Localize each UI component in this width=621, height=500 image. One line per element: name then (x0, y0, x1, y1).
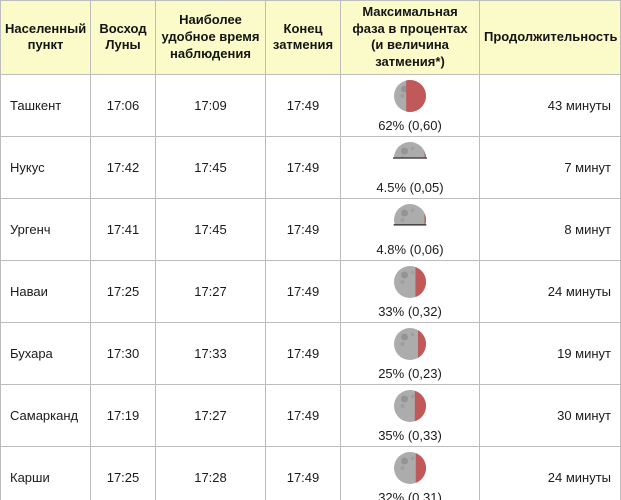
eclipse-end-cell: 17:49 (265, 259, 341, 323)
moonrise-cell: 17:42 (90, 135, 156, 199)
moonrise-cell: 17:06 (90, 73, 156, 137)
eclipse-end-cell: 17:49 (265, 445, 341, 500)
table-row: Карши 17:25 17:28 17:49 32% (0,31) 24 ми… (0, 445, 621, 500)
header-max-phase: Максимальная фаза в процентах (и величин… (340, 0, 480, 75)
table-row: Наваи 17:25 17:27 17:49 33% (0,32) 24 ми… (0, 259, 621, 323)
header-moonrise: Восход Луны (90, 0, 156, 75)
phase-cell: 4.8% (0,06) (340, 197, 480, 261)
phase-cell: 35% (0,33) (340, 383, 480, 447)
phase-label: 62% (0,60) (378, 117, 442, 133)
city-cell: Бухара (0, 321, 91, 385)
duration-cell: 24 минуты (479, 259, 621, 323)
header-settlement: Населенный пункт (0, 0, 91, 75)
phase-label: 35% (0,33) (378, 427, 442, 443)
moonrise-cell: 17:25 (90, 259, 156, 323)
moon-phase-icon (392, 326, 428, 362)
moon-phase-icon (392, 450, 428, 486)
eclipse-end-cell: 17:49 (265, 73, 341, 137)
best-time-cell: 17:27 (155, 383, 266, 447)
moon-phase-icon (392, 264, 428, 300)
table-header: Населенный пункт Восход Луны Наиболее уд… (0, 0, 621, 75)
phase-cell: 33% (0,32) (340, 259, 480, 323)
best-time-cell: 17:45 (155, 135, 266, 199)
moonrise-cell: 17:41 (90, 197, 156, 261)
phase-label: 4.8% (0,06) (376, 241, 444, 257)
phase-label: 4.5% (0,05) (376, 179, 444, 195)
header-row: Населенный пункт Восход Луны Наиболее уд… (0, 0, 621, 75)
best-time-cell: 17:33 (155, 321, 266, 385)
moonrise-cell: 17:25 (90, 445, 156, 500)
eclipse-end-cell: 17:49 (265, 383, 341, 447)
eclipse-end-cell: 17:49 (265, 135, 341, 199)
city-cell: Нукус (0, 135, 91, 199)
phase-label: 33% (0,32) (378, 303, 442, 319)
header-duration: Продолжительность (479, 0, 621, 75)
moon-phase-icon (392, 388, 428, 424)
header-best-time: Наиболее удобное время наблюдения (155, 0, 266, 75)
phase-label: 32% (0,31) (378, 489, 442, 500)
best-time-cell: 17:09 (155, 73, 266, 137)
table-row: Ургенч 17:41 17:45 17:49 4.8% (0,06) 8 м… (0, 197, 621, 261)
header-eclipse-end: Конец затмения (265, 0, 341, 75)
duration-cell: 19 минут (479, 321, 621, 385)
table-row: Ташкент 17:06 17:09 17:49 62% (0,60) 43 … (0, 73, 621, 137)
duration-cell: 8 минут (479, 197, 621, 261)
city-cell: Самарканд (0, 383, 91, 447)
city-cell: Карши (0, 445, 91, 500)
eclipse-end-cell: 17:49 (265, 197, 341, 261)
table-row: Нукус 17:42 17:45 17:49 4.5% (0,05) 7 ми… (0, 135, 621, 199)
table-row: Самарканд 17:19 17:27 17:49 35% (0,33) 3… (0, 383, 621, 447)
city-cell: Ургенч (0, 197, 91, 261)
city-cell: Наваи (0, 259, 91, 323)
best-time-cell: 17:27 (155, 259, 266, 323)
phase-cell: 25% (0,23) (340, 321, 480, 385)
duration-cell: 30 минут (479, 383, 621, 447)
phase-label: 25% (0,23) (378, 365, 442, 381)
best-time-cell: 17:28 (155, 445, 266, 500)
moon-phase-icon (392, 202, 428, 238)
duration-cell: 24 минуты (479, 445, 621, 500)
phase-cell: 62% (0,60) (340, 73, 480, 137)
phase-cell: 4.5% (0,05) (340, 135, 480, 199)
table-body: Ташкент 17:06 17:09 17:49 62% (0,60) 43 … (0, 73, 621, 500)
best-time-cell: 17:45 (155, 197, 266, 261)
table-row: Бухара 17:30 17:33 17:49 25% (0,23) 19 м… (0, 321, 621, 385)
moonrise-cell: 17:19 (90, 383, 156, 447)
moon-phase-icon (392, 140, 428, 176)
moon-phase-icon (392, 78, 428, 114)
duration-cell: 7 минут (479, 135, 621, 199)
eclipse-end-cell: 17:49 (265, 321, 341, 385)
moonrise-cell: 17:30 (90, 321, 156, 385)
duration-cell: 43 минуты (479, 73, 621, 137)
phase-cell: 32% (0,31) (340, 445, 480, 500)
city-cell: Ташкент (0, 73, 91, 137)
